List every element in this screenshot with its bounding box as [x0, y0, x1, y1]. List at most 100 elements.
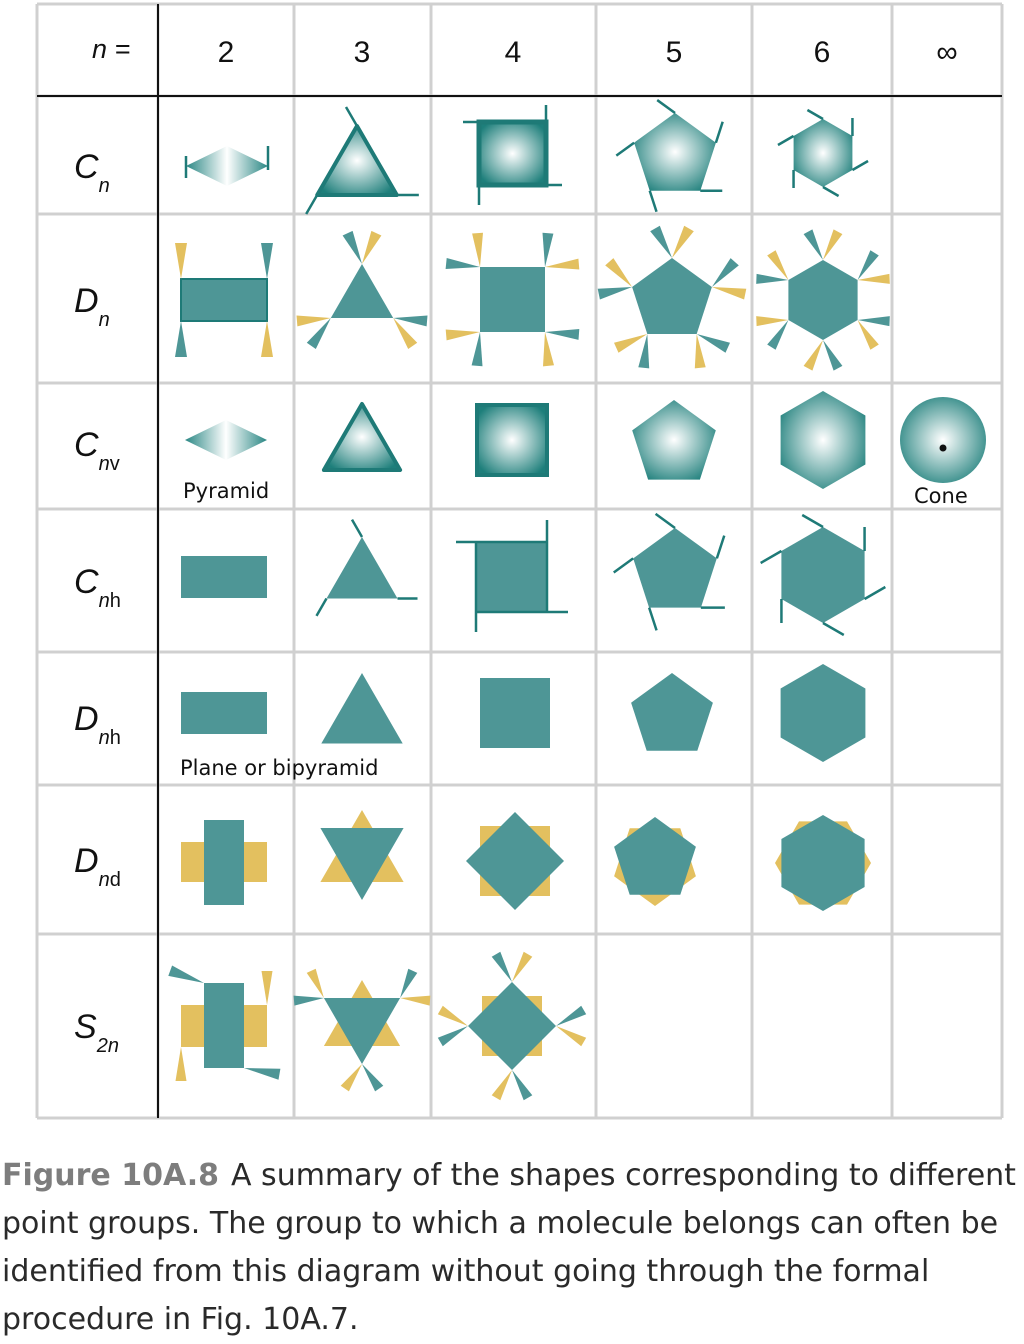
dn-5-wedge: [605, 258, 633, 287]
cn-6-flag: [777, 134, 795, 147]
s2n-4-wedge: [556, 1026, 587, 1047]
cnv-5-pentagon: [632, 400, 716, 480]
dn-5-wedge: [614, 334, 648, 353]
cn-5-flag: [648, 190, 658, 213]
row-label-subscript: nh: [99, 727, 121, 749]
cn-5-flag: [656, 99, 676, 115]
cnh-5-pentagon: [633, 528, 717, 608]
dn-5-wedge: [638, 334, 650, 369]
row-label-S2n: S2n: [74, 1008, 119, 1057]
cone-apex-dot: [939, 444, 947, 452]
dnh-2-rect: [181, 692, 267, 734]
dnd-3-front-triangle: [320, 828, 404, 900]
row-label-Dn: Dn: [74, 282, 110, 331]
row-label-Dnh: Dnh: [74, 700, 121, 749]
row-label-subscript: n: [99, 309, 110, 331]
cnh-6-flag: [822, 621, 845, 637]
cnh-6-flag: [863, 585, 886, 601]
dn-5-wedge: [694, 334, 706, 369]
column-header-2: 3: [354, 36, 371, 69]
cn-6-flag: [851, 159, 869, 172]
row-label-Dnd: Dnd: [74, 842, 121, 891]
s2n-4-wedge: [512, 951, 533, 982]
dn-4-wedge: [445, 258, 480, 269]
point-group-table: n = 2 3 4 5 6 ∞ Cn Dn Cnv Cnh Dnh Dnd S2n Pyramid Cone P…: [35, 2, 1004, 1120]
cnh-5-flag: [613, 557, 634, 574]
dn-5-pentagon: [632, 258, 712, 334]
dn-3-wedge: [296, 315, 331, 327]
s2n-2-wedge: [261, 971, 273, 1005]
column-header-5: 6: [814, 36, 831, 69]
s2n-4-wedge: [556, 1005, 587, 1026]
dn-6-wedge: [823, 229, 843, 260]
dn-6-wedge: [756, 273, 789, 284]
cn-5-pentagon: [634, 113, 716, 191]
dn-6-wedge: [767, 320, 789, 350]
dnd-4-front-square: [466, 812, 564, 910]
dnh-3-triangle: [321, 673, 403, 744]
dnh-6-hexagon: [780, 664, 866, 762]
table-shapes: [168, 99, 986, 1101]
cnh-3-flag: [315, 597, 328, 617]
annotation-plane-or-bipyramid: Plane or bipyramid: [180, 756, 378, 780]
cn-3-flag: [344, 106, 359, 127]
row-label-Cnv: Cnv: [74, 426, 120, 475]
n-label: n =: [92, 34, 130, 64]
dn-6-wedge: [857, 320, 879, 350]
dn-5-wedge: [711, 287, 747, 300]
row-label-subscript: 2n: [96, 1035, 119, 1057]
subscript-part: d: [110, 869, 121, 891]
cnh-6-hexagon: [781, 527, 865, 623]
s2n-3-wedge: [400, 968, 418, 998]
row-label-Cnh: Cnh: [74, 563, 121, 612]
dn-4-wedge: [542, 232, 554, 267]
column-header-1: 2: [218, 36, 235, 69]
dn-3-wedge: [306, 318, 331, 349]
dn-6-hexagon: [788, 260, 858, 340]
dn-2-rect: [180, 278, 268, 322]
s2n-4-wedge: [491, 1070, 512, 1101]
cnv-4-square: [475, 403, 549, 477]
cnv-3-triangle: [321, 402, 403, 472]
s2n-4-wedge: [437, 1005, 468, 1026]
figure-label: Figure 10A.8: [2, 1158, 219, 1193]
s2n-4-wedge: [512, 1070, 533, 1101]
dn-6-wedge: [857, 316, 890, 327]
cn-6-flag: [806, 108, 824, 121]
dn-6-wedge: [756, 316, 789, 327]
s2n-2-wedge: [175, 1047, 187, 1081]
dn-3-wedge: [342, 230, 362, 264]
subscript-part: 2: [96, 1035, 108, 1057]
dn-2-wedge: [175, 321, 187, 357]
dn-4-wedge: [545, 258, 580, 270]
dn-3-wedge: [393, 318, 418, 349]
s2n-3-front-triangle: [323, 998, 401, 1064]
subscript-part: h: [110, 727, 121, 749]
cn-5-flag: [615, 141, 635, 157]
dn-3-wedge: [362, 230, 382, 264]
subscript-part: h: [110, 590, 121, 612]
dnd-5-front-pentagon: [614, 817, 696, 895]
s2n-4-wedge: [437, 1026, 468, 1047]
cnh-3-flag: [350, 519, 364, 538]
subscript-part: n: [99, 453, 110, 475]
dn-5-wedge: [650, 225, 672, 258]
dn-6-wedge: [803, 340, 823, 371]
dn-6-wedge: [857, 250, 879, 280]
dn-3-triangle: [330, 264, 394, 318]
s2n-3-wedge: [400, 995, 431, 1006]
dn-5-wedge: [711, 258, 739, 287]
figure-caption: Figure 10A.8 A summary of the shapes corr…: [2, 1152, 1022, 1344]
cnh-5-flag: [715, 535, 726, 559]
dn-6-wedge: [767, 250, 789, 280]
dn-4-wedge: [543, 332, 554, 367]
dn-4-wedge: [472, 232, 483, 267]
dn-2-wedge: [175, 243, 187, 279]
dn-5-wedge: [696, 334, 730, 353]
s2n-3-wedge: [306, 968, 324, 998]
table-grid: [35, 2, 1004, 1120]
dn-4-wedge: [471, 332, 483, 367]
cnh-5-flag: [647, 607, 658, 631]
subscript-part: n: [99, 175, 110, 197]
dn-4-square: [480, 267, 545, 332]
